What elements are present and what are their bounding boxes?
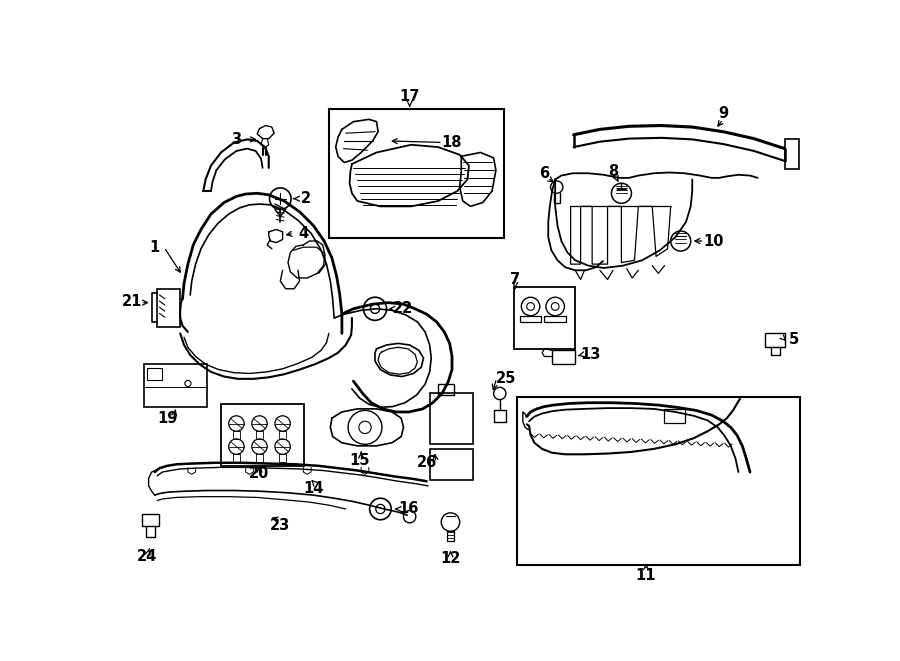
Bar (514, 288, 575, 349)
Bar (328, 108, 504, 238)
Text: 9: 9 (718, 106, 728, 122)
Bar (785, 139, 798, 169)
Text: 23: 23 (270, 518, 291, 533)
Text: 12: 12 (440, 551, 461, 566)
Text: 22: 22 (393, 301, 414, 316)
Text: 11: 11 (635, 568, 656, 584)
Bar (430, 449, 472, 480)
Bar (147, 368, 163, 379)
Text: 17: 17 (400, 89, 419, 104)
Text: 5: 5 (788, 332, 799, 347)
Text: 10: 10 (704, 233, 725, 249)
Bar (221, 405, 304, 466)
Text: 1: 1 (149, 240, 160, 254)
Text: 15: 15 (349, 453, 370, 468)
Text: 7: 7 (510, 272, 520, 287)
Text: 18: 18 (442, 135, 463, 150)
Text: 26: 26 (417, 455, 436, 470)
Bar (430, 393, 472, 444)
Text: 24: 24 (137, 549, 157, 564)
Bar (144, 364, 207, 407)
Bar (517, 397, 800, 565)
Text: 3: 3 (231, 132, 241, 147)
Bar (664, 409, 685, 423)
Text: 13: 13 (580, 348, 601, 362)
Text: 25: 25 (496, 371, 516, 385)
Text: 6: 6 (539, 166, 550, 180)
Text: 20: 20 (249, 466, 270, 481)
Text: 8: 8 (608, 164, 619, 179)
Text: 4: 4 (298, 226, 309, 241)
Text: 19: 19 (157, 410, 177, 426)
Bar (552, 350, 575, 364)
Text: 2: 2 (301, 191, 310, 206)
Text: 14: 14 (303, 481, 324, 496)
Text: 16: 16 (399, 502, 419, 516)
Text: 21: 21 (122, 293, 142, 309)
Bar (141, 514, 158, 526)
Bar (158, 289, 180, 327)
Bar (765, 333, 786, 347)
Bar (438, 384, 454, 395)
